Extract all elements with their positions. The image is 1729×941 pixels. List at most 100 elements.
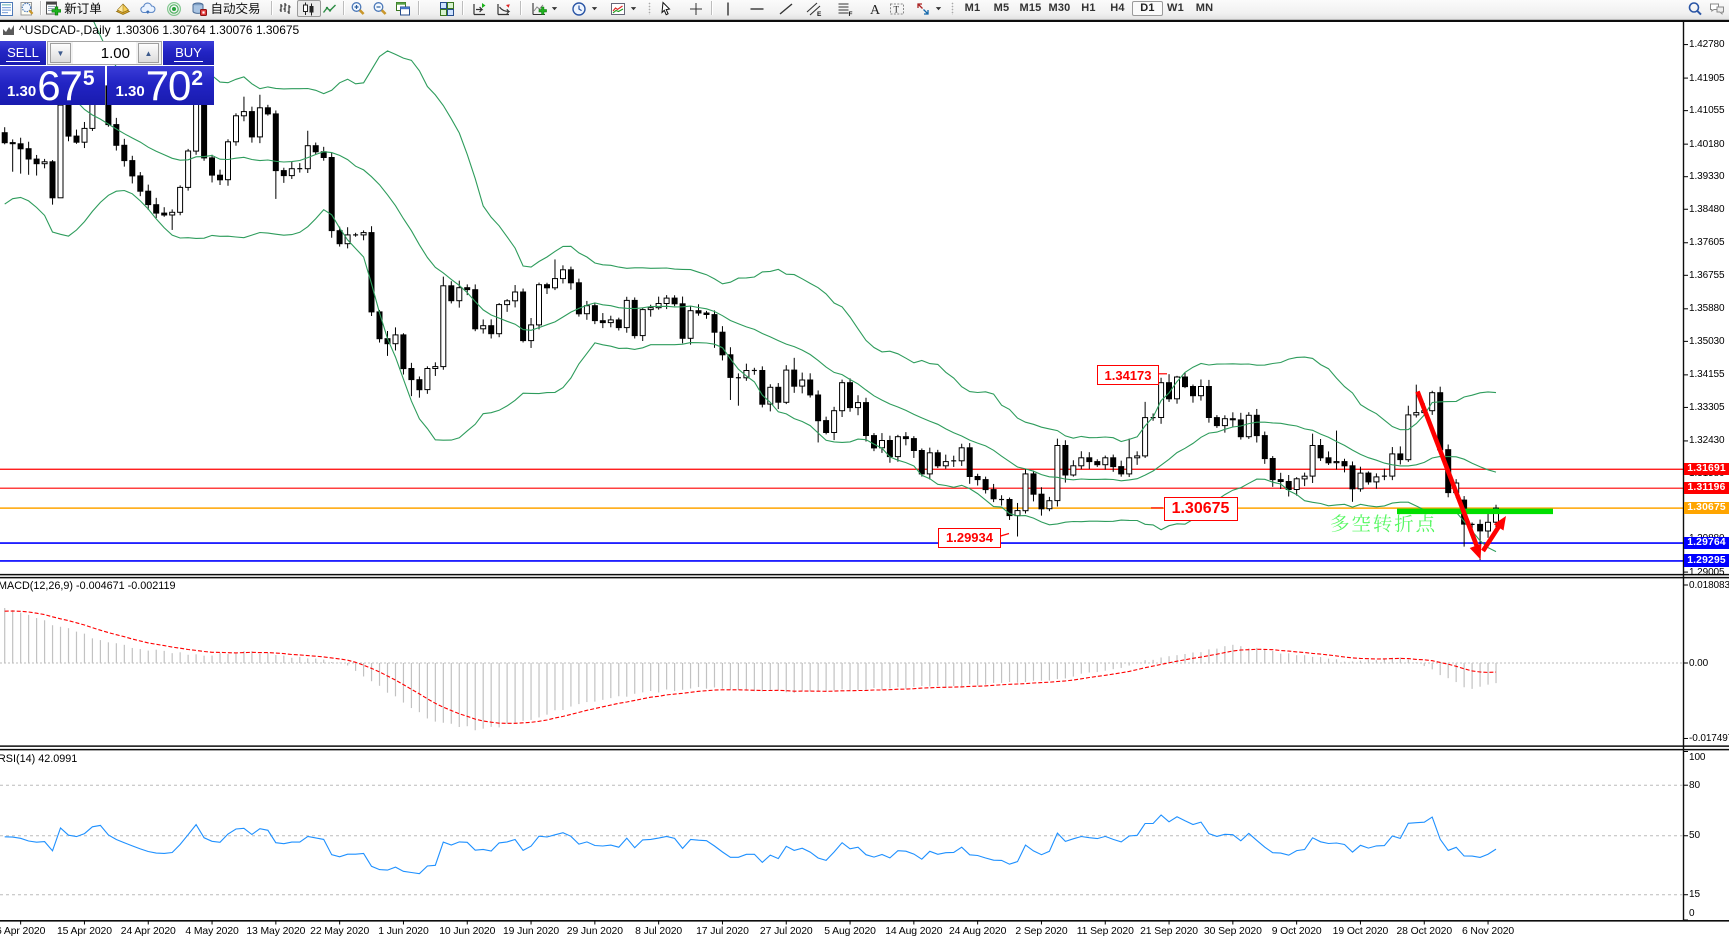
buy-price-sup: 2 [191,66,204,90]
candlestick-mode-button[interactable] [297,0,321,17]
cascade-windows-button[interactable] [392,0,414,17]
indicators-icon [532,2,547,15]
candle-bullish [1198,386,1204,397]
candle-bearish [201,102,208,159]
toolbar-separator [520,1,522,15]
date-axis-label: 15 Apr 2020 [56,925,112,937]
timeframe-h1[interactable]: H1 [1074,1,1103,16]
price-scale-label: 1.42780 [1689,39,1725,51]
candle-bearish [488,325,495,335]
price-annotation-1.29934: 1.29934 [938,527,1001,548]
candle-bearish [591,305,598,322]
timeframe-h4[interactable]: H4 [1103,1,1132,16]
bar-chart-mode-button[interactable] [275,0,297,17]
zoom-out-button[interactable] [369,0,391,17]
sell-price-sup: 5 [82,66,95,90]
candle-bearish [65,104,72,137]
timeframe-label: M1 [964,2,981,14]
metaeditor-icon [115,2,131,15]
candle-bearish [1190,386,1196,397]
candle-bullish [1221,418,1228,427]
horizontal-line-button[interactable] [746,0,768,17]
timeframe-m15[interactable]: M15 [1016,1,1045,16]
candle-bullish [607,319,614,324]
chart-title-symbol: ^USDCAD-,Daily [19,23,111,37]
candle-bullish [560,269,566,280]
mql5-cloud-button[interactable] [137,0,159,17]
date-axis-label: 2 Sep 2020 [1015,925,1068,937]
text-label-button[interactable]: T [886,0,908,17]
candle-bullish [663,297,670,305]
sell-price-button[interactable]: 1.30 67 5 [0,61,105,109]
candle-bullish [647,307,654,311]
toolbar-grip[interactable] [951,2,954,15]
candle-bullish [623,299,630,329]
crosshair-button[interactable] [685,0,707,17]
equidistant-channel-button[interactable]: E [803,0,825,17]
candle-bearish [847,382,853,409]
signals-button[interactable] [163,0,185,17]
candle-bearish [1038,493,1045,510]
fibonacci-button[interactable]: F [834,0,856,17]
timeframe-mn[interactable]: MN [1190,1,1219,16]
timeframe-m30[interactable]: M30 [1045,1,1074,16]
chat-button[interactable] [1706,0,1728,17]
buy-price-small: 1.30 [115,83,145,100]
candle-bearish [902,436,909,440]
candle-bearish [1277,479,1284,483]
tile-windows-button[interactable] [436,0,458,17]
text-button[interactable]: A [864,0,886,17]
date-axis-label: 5 Aug 2020 [824,925,876,937]
volume-input[interactable] [73,42,136,64]
candle-bearish [1261,435,1268,460]
sell-button[interactable]: SELL [0,41,46,65]
toolbar-grip[interactable] [648,2,651,15]
autotrading-button[interactable] [189,0,261,17]
print-preview-button[interactable] [16,0,38,17]
candle-bullish [783,369,790,403]
search-button[interactable] [1684,0,1706,17]
buy-button[interactable]: BUY [163,41,214,65]
cursor-button[interactable] [655,0,677,17]
candle-bearish [121,144,128,162]
zoom-in-button[interactable] [347,0,369,17]
date-axis-label: 19 Jun 2020 [502,925,560,937]
trendline-button[interactable] [775,0,797,17]
rsi-scale-label: 0 [1689,907,1695,919]
line-chart-mode-button[interactable] [319,0,341,17]
auto-scroll-button[interactable] [493,0,515,17]
metaeditor-button[interactable] [112,0,134,17]
timeframe-d1[interactable]: D1 [1132,1,1163,16]
candle-bullish [1245,414,1252,438]
text-label-icon: T [890,3,904,14]
candle-bullish [1333,461,1340,464]
macd-label: MACD(12,26,9) -0.004671 -0.002119 [0,580,176,592]
arrows-button[interactable] [912,0,946,17]
price-scale-label: 1.34155 [1689,369,1725,381]
one-click-trading-panel: SELL ▼ ▲ BUY 1.30 67 5 1.30 70 2 [0,41,214,109]
sell-price-big: 67 [37,61,83,109]
timeframe-m1[interactable]: M1 [958,1,987,16]
templates-button[interactable] [607,0,641,17]
volume-decrease-button[interactable]: ▼ [50,43,71,63]
timeframe-m5[interactable]: M5 [987,1,1016,16]
volume-increase-button[interactable]: ▲ [138,43,159,63]
candle-bearish [1030,473,1037,495]
buy-price-big: 70 [145,61,192,109]
candle-bearish [1237,419,1244,438]
timeframe-w1[interactable]: W1 [1161,1,1190,16]
candle-bearish [129,160,136,177]
candle-bullish [1046,500,1053,510]
buy-price-button[interactable]: 1.30 70 2 [106,61,214,109]
candle-bearish [1086,457,1093,463]
periods-button[interactable] [568,0,602,17]
chart-shift-button[interactable] [469,0,491,17]
candle-bearish [599,320,606,324]
vertical-line-button[interactable] [717,0,739,17]
indicators-button[interactable] [528,0,562,17]
new-order-button[interactable] [43,0,102,17]
price-scale-label: 1.35030 [1689,335,1725,347]
new-chart-button[interactable] [0,0,18,17]
candle-bearish [575,282,582,315]
